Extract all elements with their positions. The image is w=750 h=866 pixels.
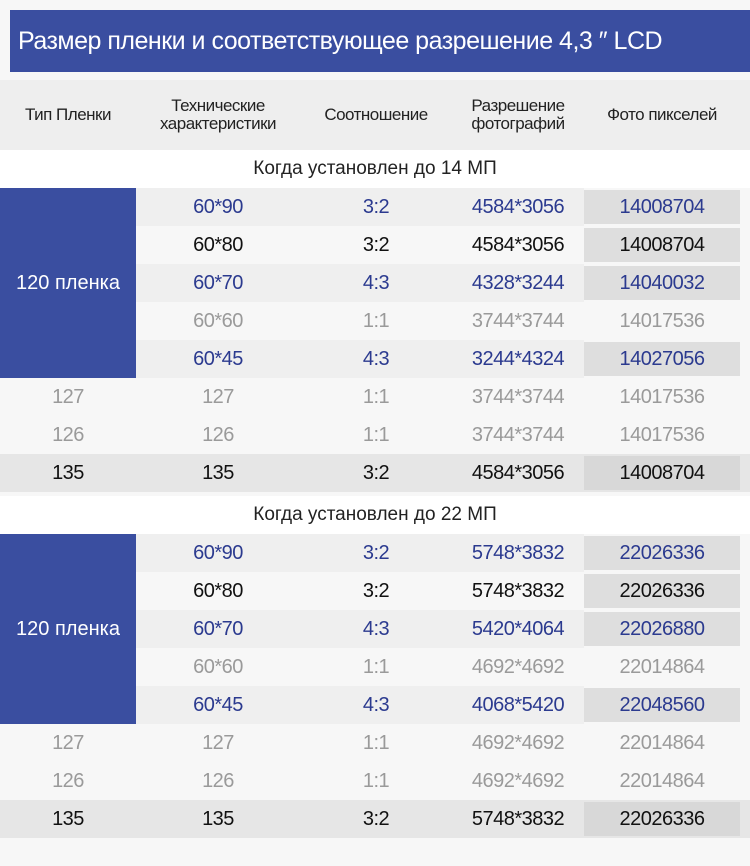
row-bg bbox=[136, 340, 584, 378]
pixel-cell-bg bbox=[584, 536, 740, 570]
table-cell: 14040032 bbox=[619, 271, 705, 294]
column-header: Разрешение фотографий bbox=[471, 96, 565, 133]
table-cell: 22014864 bbox=[619, 731, 705, 754]
column-header: Фото пикселей bbox=[607, 105, 717, 124]
table-cell: 60*90 bbox=[193, 195, 243, 218]
table-cell: 126 bbox=[52, 769, 84, 792]
table-cell: 1:1 bbox=[362, 731, 390, 754]
pixel-cell-bg bbox=[584, 612, 740, 646]
table-cell: 4:3 bbox=[362, 271, 390, 294]
table-cell: 135 bbox=[202, 807, 234, 830]
row-bg bbox=[136, 188, 584, 226]
table-cell: 14017536 bbox=[619, 423, 705, 446]
table-cell: 14017536 bbox=[619, 309, 705, 332]
header-row-bg bbox=[0, 80, 750, 150]
table-cell: 14027056 bbox=[619, 347, 705, 370]
table-cell: 127 bbox=[202, 385, 234, 408]
table-cell: 3744*3744 bbox=[471, 423, 565, 446]
table-cell: 4328*3244 bbox=[471, 271, 565, 294]
table-cell: 60*90 bbox=[193, 541, 243, 564]
column-header: Тип Пленки bbox=[25, 105, 111, 124]
table-cell: 135 bbox=[202, 461, 234, 484]
column-header: Соотношение bbox=[324, 105, 428, 124]
table-cell: 4:3 bbox=[362, 617, 390, 640]
table-cell: 3:2 bbox=[362, 233, 390, 256]
table-cell: 3744*3744 bbox=[471, 385, 565, 408]
pixel-cell-bg bbox=[584, 228, 740, 262]
table-cell: 60*80 bbox=[193, 579, 243, 602]
pixel-cell-bg bbox=[584, 688, 740, 722]
table-cell: 14008704 bbox=[619, 233, 705, 256]
table-cell: 4692*4692 bbox=[471, 769, 565, 792]
pixel-cell-bg bbox=[584, 266, 740, 300]
pixel-cell-bg bbox=[584, 190, 740, 224]
table-cell: 1:1 bbox=[362, 655, 390, 678]
table-cell: 135 bbox=[52, 807, 84, 830]
table-cell: 5748*3832 bbox=[471, 541, 565, 564]
table-cell: 60*70 bbox=[193, 271, 243, 294]
group-label: 120 пленка bbox=[0, 188, 136, 378]
table-cell: 1:1 bbox=[362, 769, 390, 792]
table-cell: 22048560 bbox=[619, 693, 705, 716]
table-cell: 5748*3832 bbox=[471, 807, 565, 830]
table-cell: 135 bbox=[52, 461, 84, 484]
pixel-cell-bg bbox=[584, 456, 740, 490]
table-cell: 14017536 bbox=[619, 385, 705, 408]
table-cell: 127 bbox=[52, 385, 84, 408]
table-cell: 60*60 bbox=[193, 655, 243, 678]
section-title: Когда установлен до 14 МП bbox=[0, 150, 750, 188]
column-header: Технические характеристики bbox=[159, 96, 277, 133]
table-cell: 3244*4324 bbox=[471, 347, 565, 370]
table-cell: 22014864 bbox=[619, 769, 705, 792]
table-cell: 22026880 bbox=[619, 617, 705, 640]
table-cell: 127 bbox=[202, 731, 234, 754]
table-cell: 3:2 bbox=[362, 541, 390, 564]
table-cell: 5748*3832 bbox=[471, 579, 565, 602]
table-cell: 5420*4064 bbox=[471, 617, 565, 640]
table-cell: 22026336 bbox=[619, 807, 705, 830]
table-cell: 3:2 bbox=[362, 195, 390, 218]
table-cell: 4:3 bbox=[362, 347, 390, 370]
table-cell: 60*45 bbox=[193, 347, 243, 370]
table-cell: 22026336 bbox=[619, 541, 705, 564]
table-cell: 22014864 bbox=[619, 655, 705, 678]
row-bg bbox=[136, 686, 584, 724]
table-cell: 14008704 bbox=[619, 195, 705, 218]
table-cell: 60*80 bbox=[193, 233, 243, 256]
group-label: 120 пленка bbox=[0, 534, 136, 724]
pixel-cell-bg bbox=[584, 342, 740, 376]
row-bg bbox=[136, 534, 584, 572]
row-bg bbox=[136, 610, 584, 648]
table-cell: 126 bbox=[52, 423, 84, 446]
table-cell: 60*60 bbox=[193, 309, 243, 332]
table-cell: 1:1 bbox=[362, 309, 390, 332]
table-cell: 126 bbox=[202, 769, 234, 792]
table-cell: 1:1 bbox=[362, 385, 390, 408]
pixel-cell-bg bbox=[584, 802, 740, 836]
table-cell: 126 bbox=[202, 423, 234, 446]
table-cell: 3:2 bbox=[362, 807, 390, 830]
table-cell: 4:3 bbox=[362, 693, 390, 716]
section-title: Когда установлен до 22 МП bbox=[0, 496, 750, 534]
table-cell: 4692*4692 bbox=[471, 731, 565, 754]
table-cell: 22026336 bbox=[619, 579, 705, 602]
table-cell: 3:2 bbox=[362, 461, 390, 484]
table-cell: 4584*3056 bbox=[471, 233, 565, 256]
table-cell: 1:1 bbox=[362, 423, 390, 446]
row-bg bbox=[136, 264, 584, 302]
table-cell: 60*70 bbox=[193, 617, 243, 640]
table-cell: 4068*5420 bbox=[471, 693, 565, 716]
table-cell: 3744*3744 bbox=[471, 309, 565, 332]
table-cell: 4584*3056 bbox=[471, 195, 565, 218]
table-cell: 4692*4692 bbox=[471, 655, 565, 678]
table-cell: 3:2 bbox=[362, 579, 390, 602]
table-cell: 127 bbox=[52, 731, 84, 754]
table-cell: 4584*3056 bbox=[471, 461, 565, 484]
table-cell: 60*45 bbox=[193, 693, 243, 716]
table-cell: 14008704 bbox=[619, 461, 705, 484]
title-bar: Размер пленки и соответствующее разрешен… bbox=[10, 10, 750, 72]
pixel-cell-bg bbox=[584, 574, 740, 608]
